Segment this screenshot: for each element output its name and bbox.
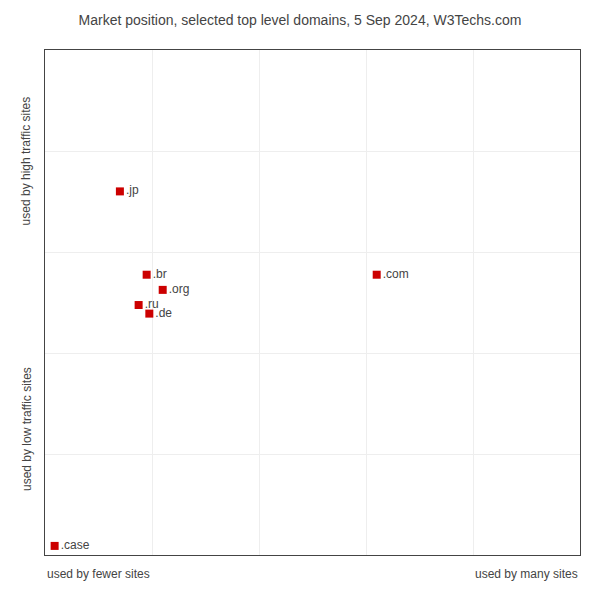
svg-text:used by high traffic sites: used by high traffic sites xyxy=(19,97,33,226)
svg-text:.case: .case xyxy=(61,538,90,552)
svg-text:.de: .de xyxy=(155,306,172,320)
svg-text:.ru: .ru xyxy=(145,297,159,311)
svg-text:Market position, selected top: Market position, selected top level doma… xyxy=(79,12,522,28)
svg-text:used by fewer sites: used by fewer sites xyxy=(47,567,150,581)
svg-text:used by many sites: used by many sites xyxy=(475,567,578,581)
svg-text:.jp: .jp xyxy=(126,183,139,197)
svg-text:.com: .com xyxy=(383,267,409,281)
svg-text:.br: .br xyxy=(153,267,167,281)
svg-text:.org: .org xyxy=(169,282,190,296)
svg-text:used by low traffic sites: used by low traffic sites xyxy=(20,367,34,491)
